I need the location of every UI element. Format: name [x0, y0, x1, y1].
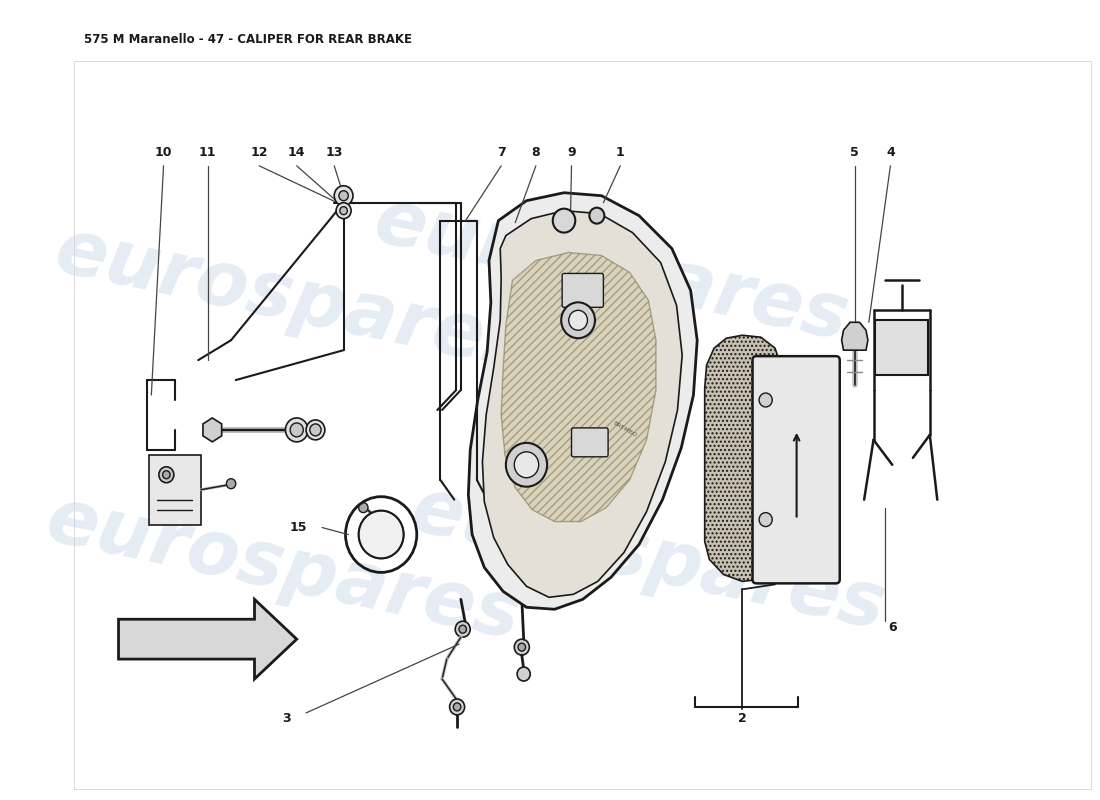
Circle shape — [561, 302, 595, 338]
Text: 7: 7 — [497, 146, 506, 159]
Polygon shape — [842, 322, 868, 350]
Polygon shape — [469, 193, 697, 610]
Polygon shape — [502, 253, 656, 522]
Text: 2: 2 — [738, 712, 747, 726]
Circle shape — [459, 626, 466, 633]
Circle shape — [553, 209, 575, 233]
Circle shape — [286, 418, 308, 442]
Circle shape — [340, 206, 348, 214]
Circle shape — [334, 186, 353, 206]
Circle shape — [759, 513, 772, 526]
FancyBboxPatch shape — [562, 274, 604, 307]
Circle shape — [453, 703, 461, 711]
Text: 6: 6 — [888, 621, 896, 634]
Polygon shape — [705, 335, 782, 582]
Text: 9: 9 — [568, 146, 575, 159]
Circle shape — [590, 208, 604, 224]
Circle shape — [158, 466, 174, 482]
FancyBboxPatch shape — [876, 320, 928, 375]
Text: 1: 1 — [616, 146, 625, 159]
Circle shape — [450, 699, 464, 715]
Circle shape — [163, 470, 170, 478]
Text: 3: 3 — [282, 712, 290, 726]
FancyBboxPatch shape — [752, 356, 839, 583]
Text: 10: 10 — [155, 146, 173, 159]
Text: 14: 14 — [288, 146, 306, 159]
Polygon shape — [119, 599, 297, 679]
Text: 12: 12 — [251, 146, 268, 159]
Circle shape — [306, 420, 324, 440]
Text: eurospares: eurospares — [405, 473, 892, 646]
Circle shape — [517, 667, 530, 681]
Text: 15: 15 — [289, 521, 307, 534]
Circle shape — [227, 478, 235, 489]
Circle shape — [518, 643, 526, 651]
Text: eurospares: eurospares — [367, 184, 855, 357]
Polygon shape — [483, 210, 682, 598]
Circle shape — [337, 202, 351, 218]
Circle shape — [290, 423, 304, 437]
Text: 13: 13 — [326, 146, 343, 159]
Circle shape — [359, 502, 369, 513]
Text: 4: 4 — [886, 146, 894, 159]
Circle shape — [515, 452, 539, 478]
FancyBboxPatch shape — [150, 455, 201, 525]
Text: eurospares: eurospares — [48, 214, 536, 386]
Circle shape — [515, 639, 529, 655]
Text: 11: 11 — [199, 146, 217, 159]
Circle shape — [569, 310, 587, 330]
Text: BREMBO: BREMBO — [612, 421, 638, 438]
Text: 575 M Maranello - 47 - CALIPER FOR REAR BRAKE: 575 M Maranello - 47 - CALIPER FOR REAR … — [84, 34, 411, 46]
Polygon shape — [202, 418, 222, 442]
Text: 5: 5 — [850, 146, 859, 159]
Circle shape — [359, 510, 404, 558]
FancyBboxPatch shape — [572, 428, 608, 457]
Circle shape — [506, 443, 547, 486]
Circle shape — [339, 190, 349, 201]
Circle shape — [310, 424, 321, 436]
Circle shape — [455, 622, 470, 637]
Text: eurospares: eurospares — [39, 483, 527, 656]
Text: 8: 8 — [531, 146, 540, 159]
Circle shape — [759, 393, 772, 407]
